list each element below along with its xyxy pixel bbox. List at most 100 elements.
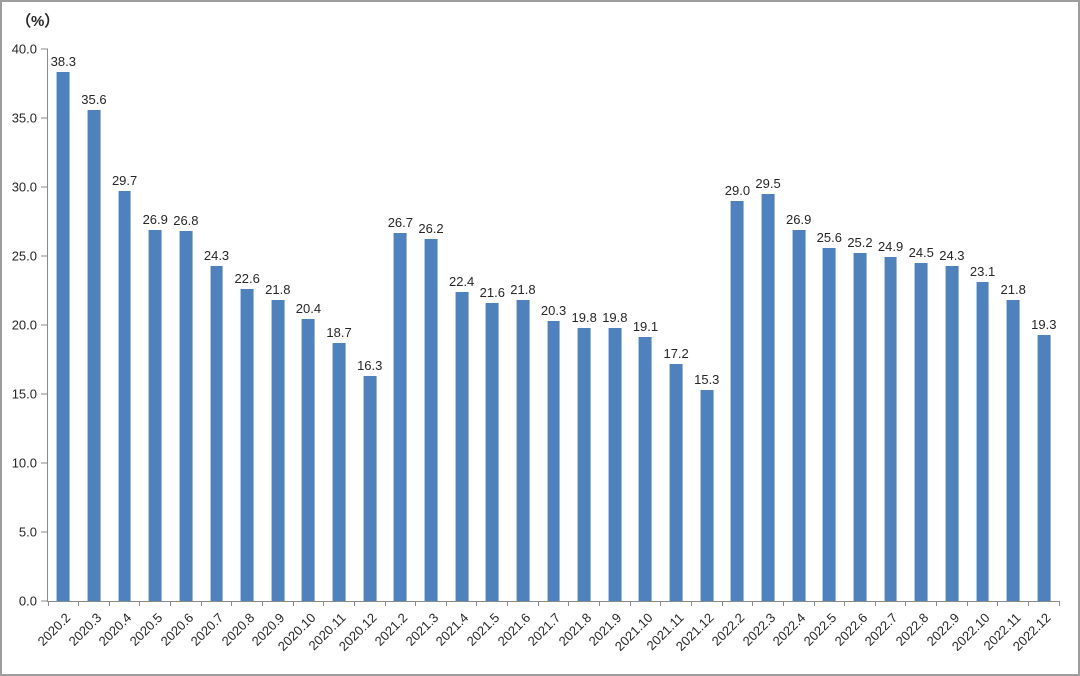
x-axis-tick (476, 601, 478, 606)
bar (516, 300, 530, 601)
bar-value-label: 19.1 (632, 319, 659, 335)
bar-value-label: 19.8 (571, 309, 597, 325)
bar (210, 265, 223, 601)
bar (822, 247, 836, 601)
x-axis-label: 2020.8 (218, 610, 258, 649)
bar (577, 327, 591, 601)
bar (179, 231, 193, 601)
bar (608, 327, 622, 601)
bar-slot: 17.2 2021.11 (643, 49, 692, 653)
x-axis-label: 2021.4 (432, 610, 472, 649)
x-axis-label: 2021.2 (371, 610, 411, 649)
bar (302, 319, 315, 601)
x-axis-label: 2022.8 (892, 610, 932, 649)
x-axis-label: 2021.8 (555, 610, 595, 649)
x-axis-tick (537, 601, 539, 606)
y-axis-tick (41, 531, 48, 533)
x-axis-label: 2022.5 (800, 610, 840, 649)
x-axis-label: 2022.2 (708, 610, 748, 649)
x-axis-label: 2020.3 (65, 610, 104, 649)
x-axis-tick (782, 601, 784, 606)
x-axis-tick (690, 601, 692, 606)
bar-value-label: 24.5 (908, 244, 934, 260)
bar-value-label: 26.9 (142, 211, 168, 227)
bar (639, 337, 652, 601)
y-axis-tick-label: 20.0 (11, 317, 37, 333)
x-axis-tick (1028, 601, 1029, 606)
bar (1006, 300, 1020, 601)
bar (730, 200, 744, 601)
y-axis-tick-label: 5.0 (18, 524, 37, 540)
bar (761, 193, 775, 601)
bar-slot: 21.8 2022.11 (980, 49, 1029, 653)
y-axis-tick-label: 0.0 (18, 593, 37, 609)
bar-value-label: 22.4 (448, 273, 475, 289)
x-axis-tick (200, 601, 202, 606)
x-axis-tick (997, 601, 999, 606)
bar-slot: 16.3 2020.12 (336, 49, 386, 654)
bar-value-label: 26.2 (418, 221, 444, 237)
bar-value-label: 20.4 (295, 301, 322, 317)
bar (271, 300, 285, 601)
bar-slot: 25.2 2022.6 (831, 49, 876, 649)
x-axis-tick (415, 601, 417, 606)
bar-value-label: 26.8 (173, 213, 199, 229)
x-axis-tick (47, 601, 49, 606)
y-axis-tick-label: 30.0 (11, 179, 37, 195)
y-axis-unit-label: （%） (16, 13, 60, 30)
x-axis-tick (445, 601, 447, 606)
bar (884, 257, 898, 601)
bar-value-label: 21.8 (265, 282, 291, 298)
bar-value-label: 26.9 (786, 211, 812, 227)
bar (700, 389, 714, 601)
bar (118, 191, 132, 601)
bar-value-label: 29.0 (724, 182, 751, 198)
x-axis-label: 2022.7 (861, 610, 901, 649)
bar-slot: 23.1 2022.10 (949, 49, 999, 654)
y-axis-tick-label: 15.0 (11, 386, 37, 402)
bar (56, 72, 70, 601)
y-axis-tick (41, 186, 48, 188)
x-axis-tick (323, 601, 325, 606)
bar (485, 302, 499, 601)
bar-slot: 24.5 2022.8 (893, 49, 938, 649)
bar-value-label: 29.5 (755, 175, 781, 191)
bar-slot: 21.6 2021.5 (464, 49, 509, 649)
bar-slot: 18.7 2020.11 (306, 49, 355, 653)
bar (332, 342, 346, 601)
bar-value-label: 29.7 (111, 173, 138, 189)
bar-slot: 20.4 2020.10 (275, 49, 325, 654)
x-axis-label: 2020.7 (187, 610, 227, 649)
bar-slot: 25.6 2022.5 (801, 49, 846, 649)
bar (240, 289, 254, 601)
bar (424, 239, 438, 601)
y-axis-tick (41, 255, 48, 257)
bar-value-label: 21.6 (479, 284, 505, 300)
x-axis-tick (966, 601, 968, 606)
x-axis-label: 2021.5 (463, 610, 503, 649)
bar-slot: 22.6 2020.8 (218, 49, 263, 649)
plot-area: 38.3 2020.2 35.6 2020.3 29.7 2020.4 26.9 2020.5… (12, 42, 1060, 654)
bar-slot: 26.9 2022.4 (770, 49, 815, 649)
bar-slot: 26.9 2020.5 (127, 49, 172, 649)
x-axis-label: 2021.7 (524, 610, 564, 649)
x-axis-tick (905, 601, 907, 606)
x-axis-tick (568, 601, 570, 606)
bar-slot: 29.0 2022.2 (709, 49, 754, 649)
bar-slot: 22.4 2021.4 (433, 49, 478, 649)
x-axis-label: 2020.4 (95, 610, 135, 649)
x-axis-tick (353, 601, 355, 606)
bar (792, 229, 806, 601)
y-axis-tick (41, 393, 48, 395)
x-axis-label: 2020.2 (34, 610, 74, 649)
x-axis-tick (721, 601, 723, 606)
bar-value-label: 22.6 (234, 271, 260, 287)
bar (914, 262, 928, 601)
y-axis-tick-label: 40.0 (11, 41, 37, 57)
y-axis-tick (41, 48, 48, 50)
x-axis-label: 2022.3 (739, 610, 779, 649)
bars-container: 38.3 2020.2 35.6 2020.3 29.7 2020.4 26.9 2020.5… (35, 49, 1060, 654)
bar-slot: 29.5 2022.3 (739, 49, 784, 649)
bar-value-label: 26.7 (387, 214, 414, 230)
